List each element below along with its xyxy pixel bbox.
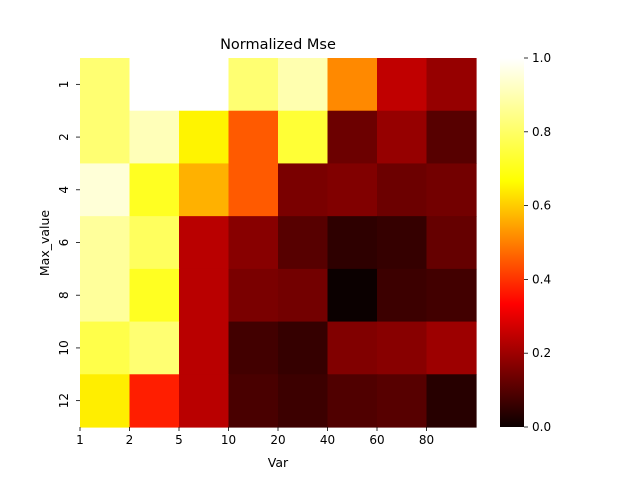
heatmap-cell [80, 110, 131, 165]
heatmap-cell [179, 110, 230, 165]
y-tick-label: 2 [57, 133, 71, 141]
heatmap-cell [278, 321, 329, 375]
chart-title: Normalized Mse [220, 37, 336, 53]
heatmap-cell [179, 216, 230, 270]
colorbar-tick-label: 0.6 [532, 199, 551, 213]
heatmap-cell [426, 216, 477, 270]
colorbar-tick-label: 0.2 [532, 346, 551, 360]
x-tick-label: 20 [270, 433, 285, 447]
colorbar-tick-label: 0.8 [532, 125, 551, 139]
heatmap-cell [228, 163, 279, 217]
x-axis: 1 2 5 10 20 40 60 80 [76, 427, 434, 447]
heatmap-cell [179, 58, 230, 112]
heatmap-cell [327, 163, 378, 217]
heatmap-cell [327, 374, 378, 428]
heatmap-cell [377, 163, 428, 217]
heatmap-cell [179, 268, 230, 323]
heatmap-cell [129, 216, 180, 270]
colorbar-ticks: 0.0 0.2 0.4 0.6 0.8 1.0 [524, 51, 551, 434]
colorbar-tick-label: 1.0 [532, 51, 551, 65]
heatmap-cell [80, 58, 131, 112]
heatmap-cell [179, 163, 230, 217]
y-axis-label: Max_value [37, 210, 52, 277]
heatmap-cell [129, 110, 180, 165]
heatmap-cell [377, 374, 428, 428]
heatmap-cell [228, 321, 279, 375]
heatmap-cell [426, 374, 477, 428]
heatmap-cell [278, 268, 329, 323]
heatmap-cell [426, 268, 477, 323]
heatmap-cell [129, 58, 180, 112]
x-axis-label: Var [268, 455, 289, 470]
heatmap-cell [80, 321, 131, 375]
heatmap-cell [377, 321, 428, 375]
heatmap-cell [278, 163, 329, 217]
heatmap-cell [327, 321, 378, 375]
colorbar-gradient [500, 58, 524, 427]
heatmap-cell [179, 374, 230, 428]
heatmap-cell [327, 268, 378, 323]
x-tick-label: 10 [221, 433, 236, 447]
heatmap-cell [80, 216, 131, 270]
heatmap-cell [327, 216, 378, 270]
heatmap-cells [80, 58, 477, 428]
y-tick-label: 12 [57, 393, 71, 408]
colorbar: 0.0 0.2 0.4 0.6 0.8 1.0 [500, 51, 551, 434]
y-tick-label: 8 [57, 291, 71, 299]
heatmap-cell [228, 216, 279, 270]
heatmap-cell [278, 216, 329, 270]
heatmap-cell [278, 110, 329, 165]
heatmap-cell [80, 163, 131, 217]
heatmap-cell [278, 58, 329, 112]
heatmap-cell [129, 374, 180, 428]
heatmap-cell [179, 321, 230, 375]
heatmap-cell [228, 374, 279, 428]
heatmap-cell [426, 58, 477, 112]
x-tick-label: 2 [126, 433, 134, 447]
heatmap-cell [80, 268, 131, 323]
heatmap-cell [377, 110, 428, 165]
heatmap-cell [327, 58, 378, 112]
y-tick-label: 10 [57, 340, 71, 355]
x-tick-label: 1 [76, 433, 84, 447]
heatmap-cell [377, 268, 428, 323]
x-tick-label: 80 [419, 433, 434, 447]
heatmap-cell [129, 163, 180, 217]
heatmap-cell [228, 58, 279, 112]
y-tick-label: 4 [57, 186, 71, 194]
heatmap-cell [129, 321, 180, 375]
heatmap-cell [327, 110, 378, 165]
heatmap-cell [228, 268, 279, 323]
heatmap-cell [426, 321, 477, 375]
heatmap-cell [377, 58, 428, 112]
x-tick-label: 40 [320, 433, 335, 447]
x-tick-label: 5 [175, 433, 183, 447]
heatmap-cell [80, 374, 131, 428]
heatmap-cell [377, 216, 428, 270]
x-tick-label: 60 [369, 433, 384, 447]
heatmap-cell [426, 110, 477, 165]
colorbar-tick-label: 0.0 [532, 420, 551, 434]
heatmap-cell [129, 268, 180, 323]
colorbar-tick-label: 0.4 [532, 272, 551, 286]
heatmap-cell [426, 163, 477, 217]
heatmap-cell [278, 374, 329, 428]
y-tick-label: 6 [57, 239, 71, 247]
heatmap-cell [228, 110, 279, 165]
y-tick-label: 1 [57, 81, 71, 89]
